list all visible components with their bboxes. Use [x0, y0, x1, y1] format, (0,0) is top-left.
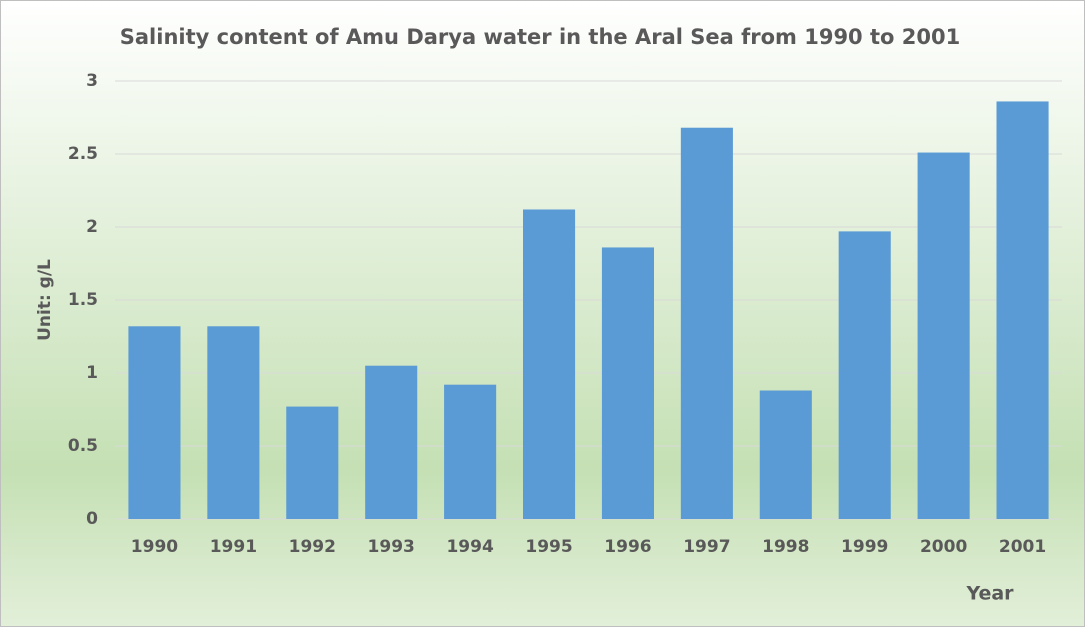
y-tick-label: 1	[86, 363, 98, 383]
x-tick-label: 1996	[604, 537, 651, 557]
x-tick-label: 2000	[920, 537, 967, 557]
bar	[759, 390, 812, 519]
x-tick-label: 1994	[446, 537, 493, 557]
bar	[128, 326, 181, 519]
y-tick-label: 1.5	[68, 290, 98, 310]
x-tick-label: 1998	[762, 537, 809, 557]
x-tick-label: 1990	[131, 537, 178, 557]
x-tick-label: 1995	[525, 537, 572, 557]
y-axis-label: Unit: g/L	[35, 259, 55, 341]
x-tick-label: 1999	[841, 537, 888, 557]
bar	[996, 101, 1049, 519]
bar	[680, 127, 733, 519]
chart-title: Salinity content of Amu Darya water in t…	[120, 25, 960, 49]
bar	[444, 384, 497, 519]
y-tick-label: 3	[86, 71, 98, 91]
bar	[601, 247, 655, 519]
bar	[365, 365, 418, 519]
x-tick-label: 1993	[368, 537, 415, 557]
x-tick-label: 1997	[683, 537, 730, 557]
x-tick-label: 1992	[289, 537, 336, 557]
bar	[207, 326, 260, 519]
y-tick-label: 2	[86, 217, 98, 237]
bar	[838, 231, 891, 519]
bar	[917, 152, 970, 520]
bar	[286, 406, 339, 519]
x-tick-label: 1991	[210, 537, 257, 557]
x-axis-label: Year	[965, 583, 1014, 605]
y-tick-label: 0.5	[68, 436, 98, 456]
y-tick-label: 0	[86, 509, 98, 529]
x-tick-label: 2001	[999, 537, 1046, 557]
y-tick-label: 2.5	[68, 144, 98, 164]
bar	[522, 209, 576, 520]
